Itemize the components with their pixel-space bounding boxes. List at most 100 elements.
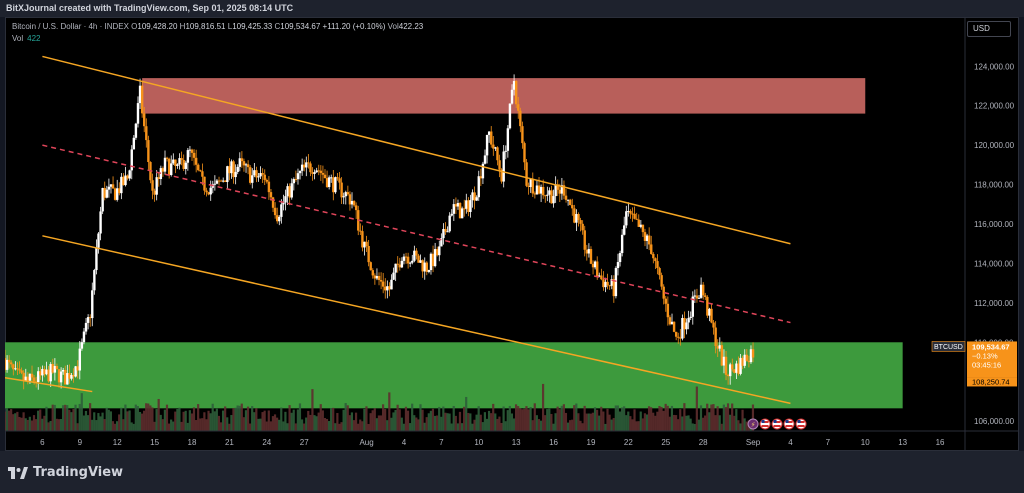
candle[interactable] [585, 249, 589, 254]
candle[interactable] [342, 196, 345, 198]
candle[interactable] [444, 228, 447, 232]
candle[interactable] [483, 155, 487, 164]
candle[interactable] [546, 194, 549, 196]
candle[interactable] [751, 349, 755, 358]
candle[interactable] [404, 256, 408, 258]
candle[interactable] [473, 192, 476, 201]
candle[interactable] [118, 188, 121, 194]
candle[interactable] [539, 186, 543, 194]
candle[interactable] [209, 187, 212, 195]
candle[interactable] [438, 246, 441, 256]
candle[interactable] [708, 308, 711, 316]
candle[interactable] [558, 189, 562, 194]
candle[interactable] [677, 336, 680, 338]
candle[interactable] [354, 205, 358, 211]
candle[interactable] [153, 190, 156, 195]
channel-midline[interactable] [42, 144, 791, 324]
candle[interactable] [107, 186, 111, 190]
candle[interactable] [174, 159, 177, 166]
candle[interactable] [413, 250, 416, 261]
candle[interactable] [477, 176, 480, 198]
candle[interactable] [68, 373, 71, 379]
candle[interactable] [724, 356, 728, 375]
candle[interactable] [502, 151, 505, 182]
candle[interactable] [749, 349, 753, 363]
candle[interactable] [325, 178, 329, 188]
candle[interactable] [215, 180, 219, 184]
candle[interactable] [710, 308, 713, 323]
candle[interactable] [286, 186, 289, 197]
candle[interactable] [606, 281, 609, 286]
candle[interactable] [394, 263, 397, 273]
candle[interactable] [188, 149, 192, 151]
candle[interactable] [375, 275, 379, 279]
candle[interactable] [544, 195, 547, 197]
candle[interactable] [201, 171, 204, 177]
candle[interactable] [573, 208, 576, 223]
candle[interactable] [381, 281, 385, 287]
candle[interactable] [620, 234, 624, 254]
candle[interactable] [290, 183, 293, 198]
candle[interactable] [105, 189, 109, 198]
candle[interactable] [531, 178, 534, 194]
candle[interactable] [327, 177, 331, 188]
candle[interactable] [566, 199, 570, 201]
candle[interactable] [629, 210, 632, 214]
candle[interactable] [136, 103, 140, 124]
candle[interactable] [30, 373, 34, 378]
candle[interactable] [494, 147, 497, 149]
candle[interactable] [26, 376, 30, 381]
candle[interactable] [614, 268, 618, 297]
candle[interactable] [273, 207, 277, 216]
candle[interactable] [226, 166, 229, 183]
candle[interactable] [689, 316, 692, 318]
candle[interactable] [687, 317, 690, 323]
candle[interactable] [16, 368, 19, 370]
candle[interactable] [45, 369, 48, 375]
candle[interactable] [95, 247, 98, 271]
candle[interactable] [739, 357, 742, 374]
candle[interactable] [490, 131, 493, 145]
candle[interactable] [587, 249, 591, 254]
candle[interactable] [346, 192, 350, 195]
candle[interactable] [219, 180, 223, 182]
candle[interactable] [361, 231, 364, 248]
price-chart[interactable]: 106,000.00108,000.00110,000.00112,000.00… [5, 17, 1019, 451]
candle[interactable] [224, 180, 227, 183]
candle[interactable] [652, 253, 655, 259]
candle[interactable] [157, 177, 160, 180]
candle[interactable] [43, 368, 46, 375]
candle[interactable] [101, 188, 104, 212]
candle[interactable] [631, 213, 634, 215]
candle[interactable] [39, 371, 42, 376]
candle[interactable] [134, 123, 138, 138]
candle[interactable] [278, 216, 281, 222]
candle[interactable] [396, 263, 399, 265]
candle[interactable] [384, 286, 387, 291]
candle[interactable] [132, 137, 136, 150]
candle[interactable] [643, 232, 647, 241]
candle[interactable] [442, 228, 445, 239]
candle[interactable] [523, 143, 526, 163]
candle[interactable] [454, 204, 458, 207]
candle[interactable] [32, 377, 36, 382]
symbol-tag-box[interactable] [931, 341, 966, 352]
candle[interactable] [685, 322, 688, 330]
candle[interactable] [126, 175, 129, 179]
candle[interactable] [575, 214, 578, 223]
candle[interactable] [5, 358, 7, 370]
candle[interactable] [436, 249, 439, 256]
candle[interactable] [475, 197, 478, 201]
candle[interactable] [230, 161, 233, 174]
candle[interactable] [369, 262, 372, 271]
support-trendline[interactable] [5, 377, 93, 393]
candle[interactable] [720, 345, 724, 366]
candle[interactable] [22, 372, 25, 382]
candle[interactable] [697, 297, 701, 299]
candle[interactable] [120, 176, 123, 194]
candle[interactable] [76, 366, 79, 371]
candle[interactable] [255, 170, 258, 178]
candle[interactable] [745, 354, 749, 361]
candle[interactable] [562, 185, 566, 196]
candle[interactable] [259, 173, 262, 177]
